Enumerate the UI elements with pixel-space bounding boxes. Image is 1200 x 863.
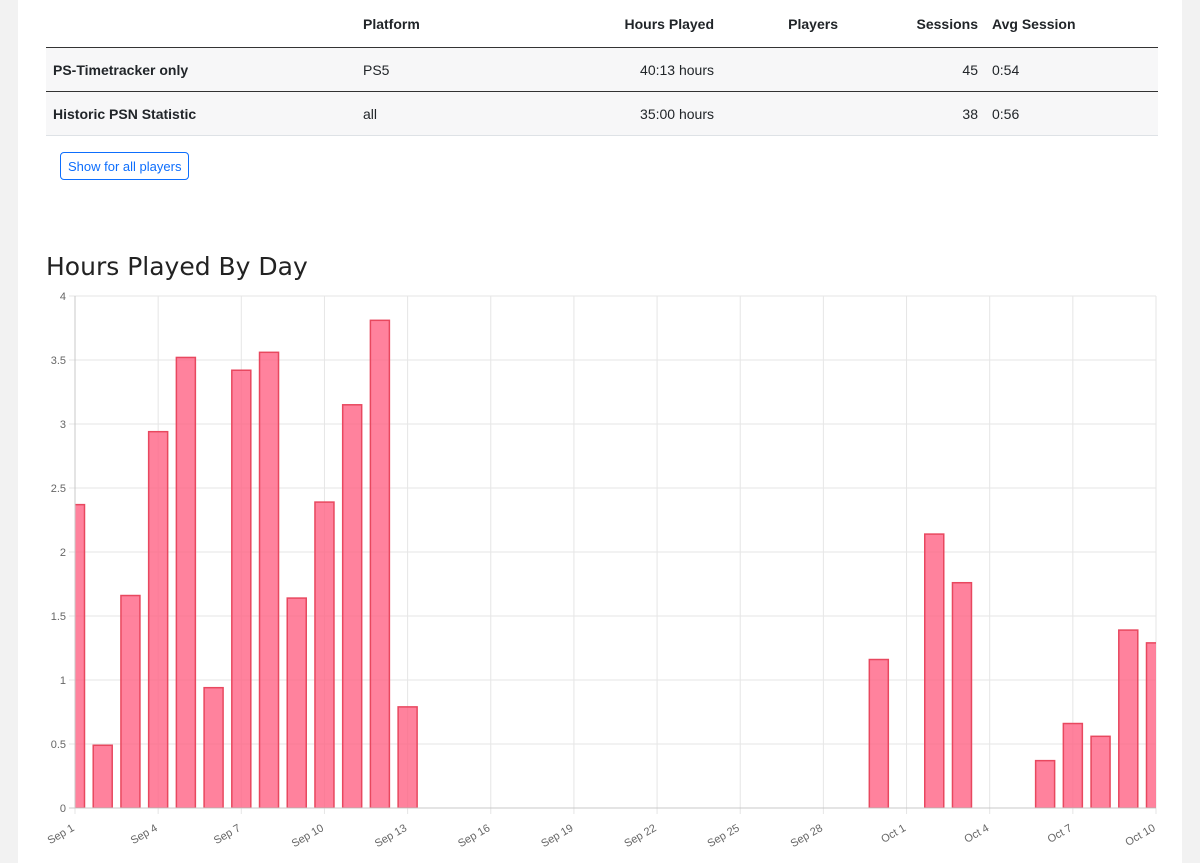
x-tick-label: Oct 1 [879,822,908,846]
bar [286,597,307,808]
x-tick-label: Sep 28 [789,822,825,850]
column-header-players: Players [721,0,845,48]
bar [258,351,280,808]
y-tick-label: 4 [60,291,66,303]
row-avg-session: 0:56 [985,91,1158,136]
y-tick-label: 0 [60,803,66,815]
row-players [721,91,845,136]
row-platform: all [356,91,540,136]
column-header [46,0,356,48]
x-tick-label: Sep 7 [212,822,243,847]
hours-played-chart: 0 0.5 1 1.5 2 2.5 3 3.5 4 Sep 1 Sep 4 Sep 7 Sep 10 Se… [46,291,1158,850]
column-header-sessions: Sessions [845,0,985,48]
row-avg-session: 0:54 [985,47,1158,92]
x-tick-label: Sep 1 [46,822,77,847]
bar [1062,722,1084,808]
bar [341,404,363,808]
row-hours: 35:00 hours [540,91,721,136]
bar [175,356,197,808]
x-tick-label: Sep 19 [539,822,575,850]
bar [314,501,335,808]
y-tick-label: 1.5 [51,611,66,623]
bar [231,369,252,808]
row-sessions: 45 [845,47,985,92]
bar [397,706,418,808]
y-tick-label: 1 [60,675,66,687]
y-tick-label: 2 [60,547,66,559]
y-tick-label: 2.5 [51,483,66,495]
bar [1034,759,1056,808]
row-players [721,47,845,92]
bar [1145,642,1156,808]
stats-table: Platform Hours Played Players Sessions A… [46,0,1158,136]
row-name: Historic PSN Statistic [46,91,356,136]
x-tick-label: Sep 13 [373,822,409,850]
bar [75,503,86,808]
bar [369,319,391,808]
column-header-hours-played: Hours Played [540,0,721,48]
y-tick-label: 0.5 [51,739,66,751]
content-panel: Platform Hours Played Players Sessions A… [18,0,1182,863]
x-tick-label: Sep 16 [456,822,492,850]
x-tick-label: Oct 10 [1123,822,1157,849]
x-tick-label: Oct 7 [1046,822,1075,846]
row-sessions: 38 [845,91,985,136]
bar [1090,735,1111,808]
x-tick-label: Oct 4 [962,822,991,846]
table-header-row: Platform Hours Played Players Sessions A… [46,0,1158,48]
column-header-platform: Platform [356,0,540,48]
bar [1118,629,1139,808]
row-platform: PS5 [356,47,540,92]
row-hours: 40:13 hours [540,47,721,92]
table-row: PS-Timetracker only PS5 40:13 hours 45 0… [46,47,1158,92]
table-row: Historic PSN Statistic all 35:00 hours 3… [46,91,1158,136]
bar [120,594,141,808]
y-tick-label: 3 [60,419,66,431]
bar [203,686,224,808]
column-header-avg-session: Avg Session [985,0,1158,48]
chart-title: Hours Played By Day [46,252,308,281]
bar-series [75,319,1156,808]
x-tick-label: Sep 4 [129,822,160,847]
y-tick-label: 3.5 [51,355,66,367]
bar [868,658,890,808]
bar [951,581,973,808]
row-name: PS-Timetracker only [46,47,356,92]
x-tick-label: Sep 22 [622,822,658,850]
x-tick-label: Sep 10 [290,822,326,850]
bar [147,430,169,808]
bar [924,533,945,808]
x-tick-label: Sep 25 [706,822,742,850]
bar [92,744,113,808]
show-for-all-players-button[interactable]: Show for all players [60,152,190,180]
